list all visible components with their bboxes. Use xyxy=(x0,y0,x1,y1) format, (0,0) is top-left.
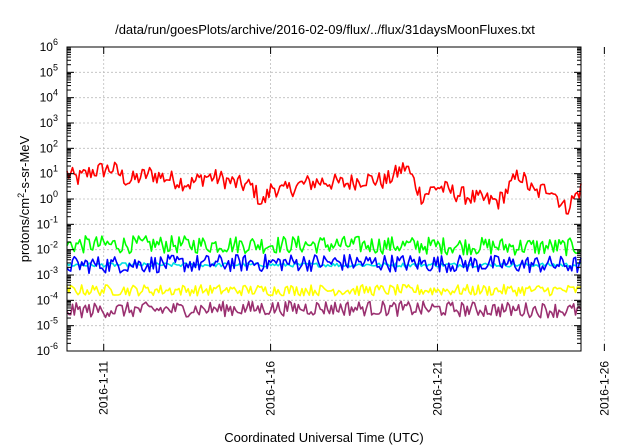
y-axis-label-sup: 2 xyxy=(16,193,26,198)
x-axis-label: Coordinated Universal Time (UTC) xyxy=(224,430,423,445)
series-line-5 xyxy=(66,300,582,319)
series-line-3 xyxy=(66,253,582,275)
y-tick-base: 10 xyxy=(40,40,54,54)
x-tick-label: 2016-1-11 xyxy=(97,361,111,415)
y-tick-base: 10 xyxy=(40,65,54,79)
y-tick-base: 10 xyxy=(40,116,54,130)
x-tick-label: 2016-1-21 xyxy=(430,361,444,416)
y-tick-label: 101 xyxy=(40,164,58,181)
y-tick-exponent: 4 xyxy=(53,88,58,98)
y-tick-label: 10-4 xyxy=(37,290,58,307)
x-tick-label: 2016-1-26 xyxy=(597,361,611,416)
y-tick-base: 10 xyxy=(37,293,51,307)
series-line-1 xyxy=(66,235,582,257)
y-tick-label: 103 xyxy=(40,113,58,130)
y-tick-exponent: 1 xyxy=(53,164,58,174)
series-line-2 xyxy=(66,262,582,268)
y-tick-exponent: 5 xyxy=(53,62,58,72)
y-tick-base: 10 xyxy=(37,319,51,333)
y-tick-label: 106 xyxy=(40,37,58,54)
y-tick-base: 10 xyxy=(40,192,54,206)
y-axis-label-post: -s-sr-MeV xyxy=(17,135,32,192)
y-tick-base: 10 xyxy=(37,344,51,358)
y-tick-label: 10-2 xyxy=(37,240,58,257)
y-tick-label: 102 xyxy=(40,138,58,155)
y-tick-base: 10 xyxy=(40,141,54,155)
y-tick-label: 104 xyxy=(40,88,58,105)
y-tick-base: 10 xyxy=(40,167,54,181)
x-tick-labels: 2016-1-112016-1-162016-1-212016-1-262016… xyxy=(97,361,612,416)
axis-ticks xyxy=(67,46,605,352)
grid-lines xyxy=(67,47,605,351)
y-axis-label-pre: protons/cm xyxy=(17,198,32,262)
y-tick-exponent: 3 xyxy=(53,113,58,123)
y-tick-exponent: 2 xyxy=(53,138,58,148)
x-tick-label: 2016-1-16 xyxy=(264,361,278,416)
y-tick-label: 100 xyxy=(40,189,58,206)
y-tick-base: 10 xyxy=(40,91,54,105)
y-tick-label: 10-1 xyxy=(37,214,58,231)
y-tick-exponent: -2 xyxy=(50,240,58,250)
chart-title: /data/run/goesPlots/archive/2016-02-09/f… xyxy=(115,22,535,37)
y-tick-exponent: -3 xyxy=(50,265,58,275)
y-tick-exponent: -4 xyxy=(50,290,58,300)
y-tick-exponent: 6 xyxy=(53,37,58,47)
y-tick-exponent: -1 xyxy=(50,214,58,224)
y-tick-exponent: 0 xyxy=(53,189,58,199)
y-tick-label: 10-3 xyxy=(37,265,58,282)
y-tick-label: 105 xyxy=(40,62,58,79)
series-group xyxy=(66,161,582,319)
y-tick-labels: 10-610-510-410-310-210-11001011021031041… xyxy=(37,37,58,358)
y-tick-label: 10-6 xyxy=(37,341,58,358)
y-tick-exponent: -6 xyxy=(50,341,58,351)
y-tick-base: 10 xyxy=(37,217,51,231)
series-line-0 xyxy=(66,161,582,215)
y-tick-base: 10 xyxy=(37,243,51,257)
y-tick-exponent: -5 xyxy=(50,316,58,326)
y-tick-label: 10-5 xyxy=(37,316,58,333)
y-tick-base: 10 xyxy=(37,268,51,282)
series-line-4 xyxy=(66,283,582,297)
y-axis-label: protons/cm2-s-sr-MeV xyxy=(16,135,32,262)
